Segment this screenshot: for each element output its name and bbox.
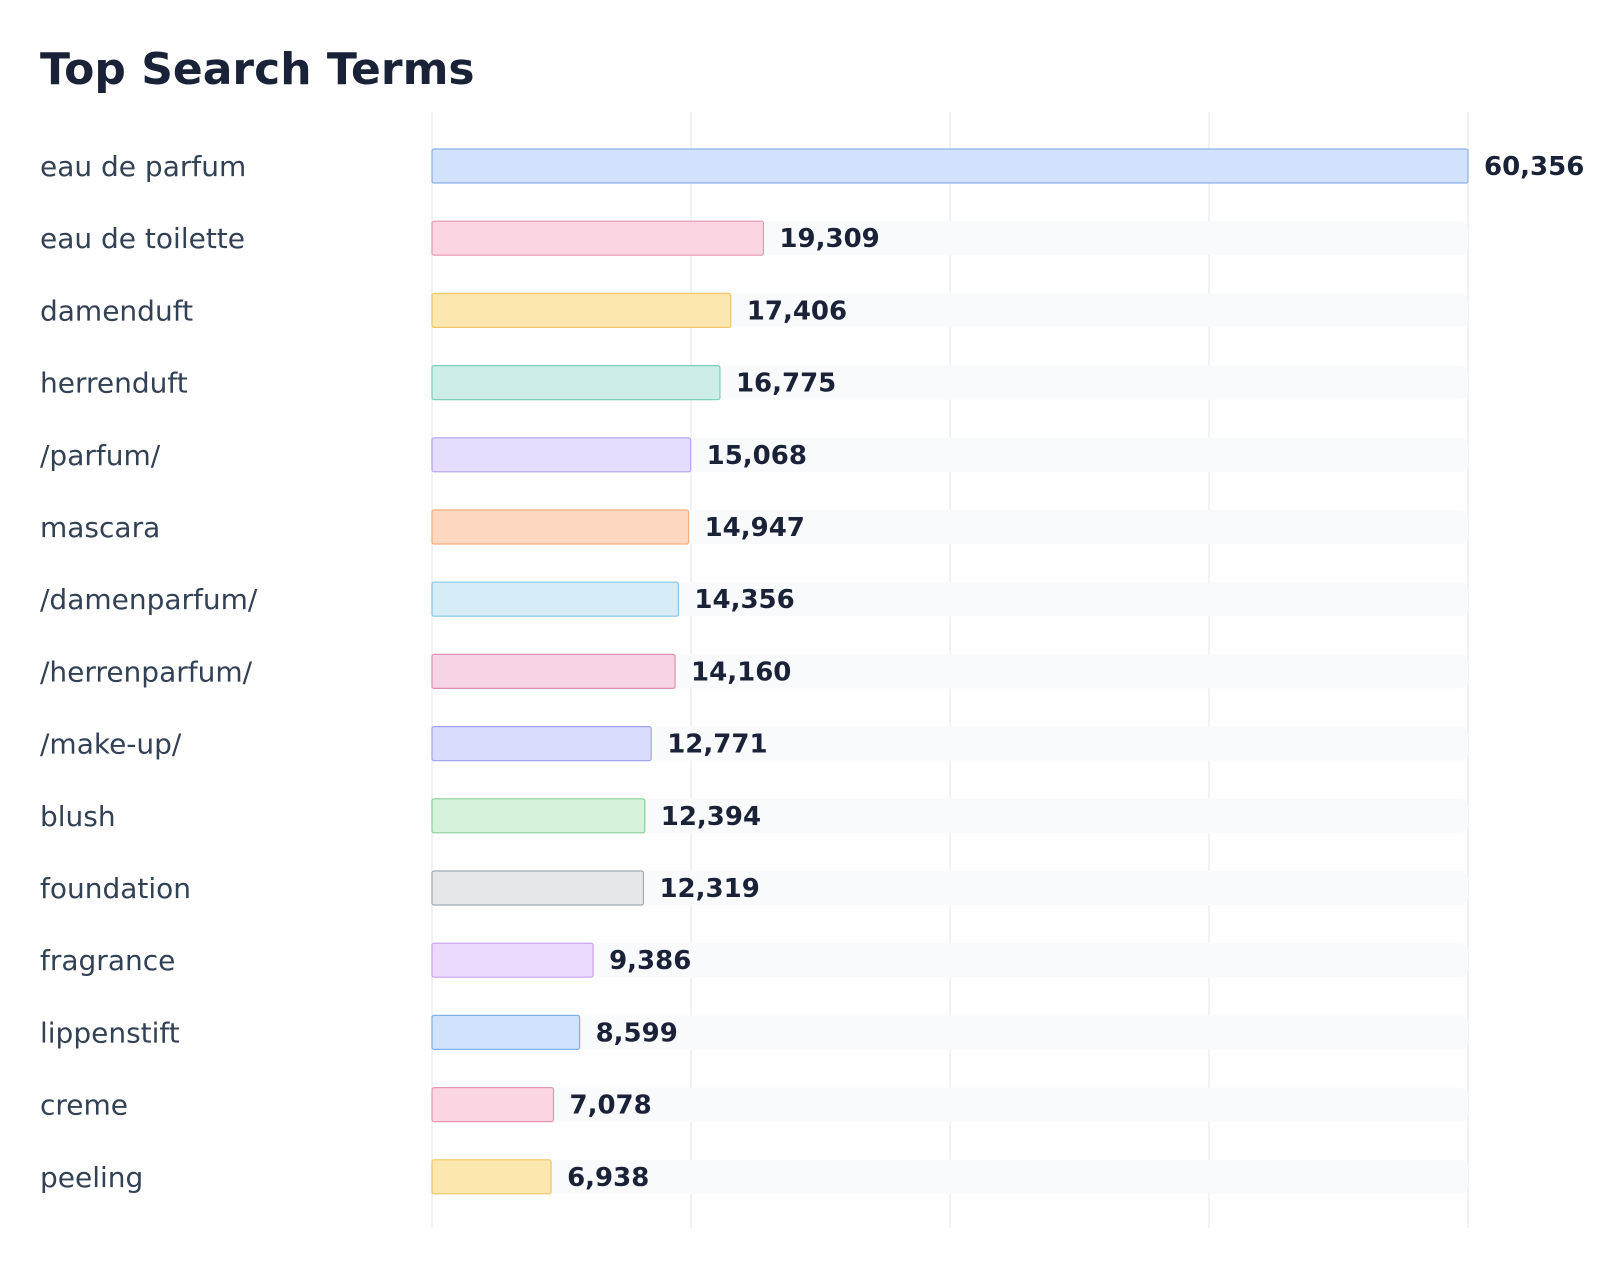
bar (431, 1086, 555, 1123)
bar (431, 1159, 552, 1195)
category-label: /parfum/ (40, 439, 161, 472)
bar-track (432, 510, 1468, 544)
bar-track (432, 943, 1468, 978)
category-label: eau de toilette (40, 222, 245, 255)
value-label: 9,386 (609, 946, 691, 976)
value-label: 7,078 (569, 1091, 651, 1121)
value-label: 14,947 (705, 513, 805, 543)
category-label: creme (40, 1089, 128, 1122)
bar (431, 942, 594, 978)
value-label: 60,356 (1484, 152, 1584, 182)
bar-track (432, 1015, 1468, 1050)
category-label: foundation (40, 872, 191, 905)
bar-track (432, 1159, 1468, 1194)
value-label: 12,771 (667, 730, 767, 760)
bar (431, 220, 765, 256)
bar-track (432, 654, 1468, 689)
value-label: 15,068 (707, 441, 807, 471)
value-label: 12,319 (659, 874, 759, 904)
bar (431, 365, 721, 401)
category-label: mascara (40, 511, 160, 544)
bar (431, 437, 692, 473)
category-label: herrenduft (40, 367, 188, 400)
bar (431, 148, 1469, 184)
value-label: 17,406 (747, 296, 847, 326)
value-label: 16,775 (736, 369, 836, 399)
bar (431, 870, 645, 906)
category-label: lippenstift (40, 1016, 180, 1049)
bar (431, 292, 732, 328)
bar-track (432, 582, 1468, 617)
category-label: eau de parfum (40, 150, 246, 183)
category-label: fragrance (40, 944, 175, 977)
value-label: 14,356 (694, 585, 794, 615)
category-label: damenduft (40, 294, 193, 327)
value-label: 12,394 (661, 802, 761, 832)
chart-title: Top Search Terms (40, 44, 475, 95)
bar (431, 1014, 581, 1051)
bar-track (432, 871, 1468, 905)
bar (431, 725, 652, 762)
category-label: blush (40, 800, 116, 833)
bar-track (432, 1087, 1468, 1122)
bar (431, 581, 680, 617)
category-label: /herrenparfum/ (40, 655, 253, 688)
bar (431, 798, 646, 834)
bar (431, 653, 676, 690)
category-label: peeling (40, 1161, 143, 1194)
category-label: /damenparfum/ (40, 583, 258, 616)
category-label: /make-up/ (40, 728, 182, 761)
bar (431, 509, 690, 545)
value-label: 14,160 (691, 657, 791, 687)
value-label: 8,599 (596, 1018, 678, 1048)
value-label: 19,309 (779, 224, 879, 254)
value-label: 6,938 (567, 1163, 649, 1193)
bar-track (432, 798, 1468, 833)
bars: eau de parfum 60,356 eau de toilette 19,309… (40, 148, 1584, 1195)
bar-track (432, 726, 1468, 761)
